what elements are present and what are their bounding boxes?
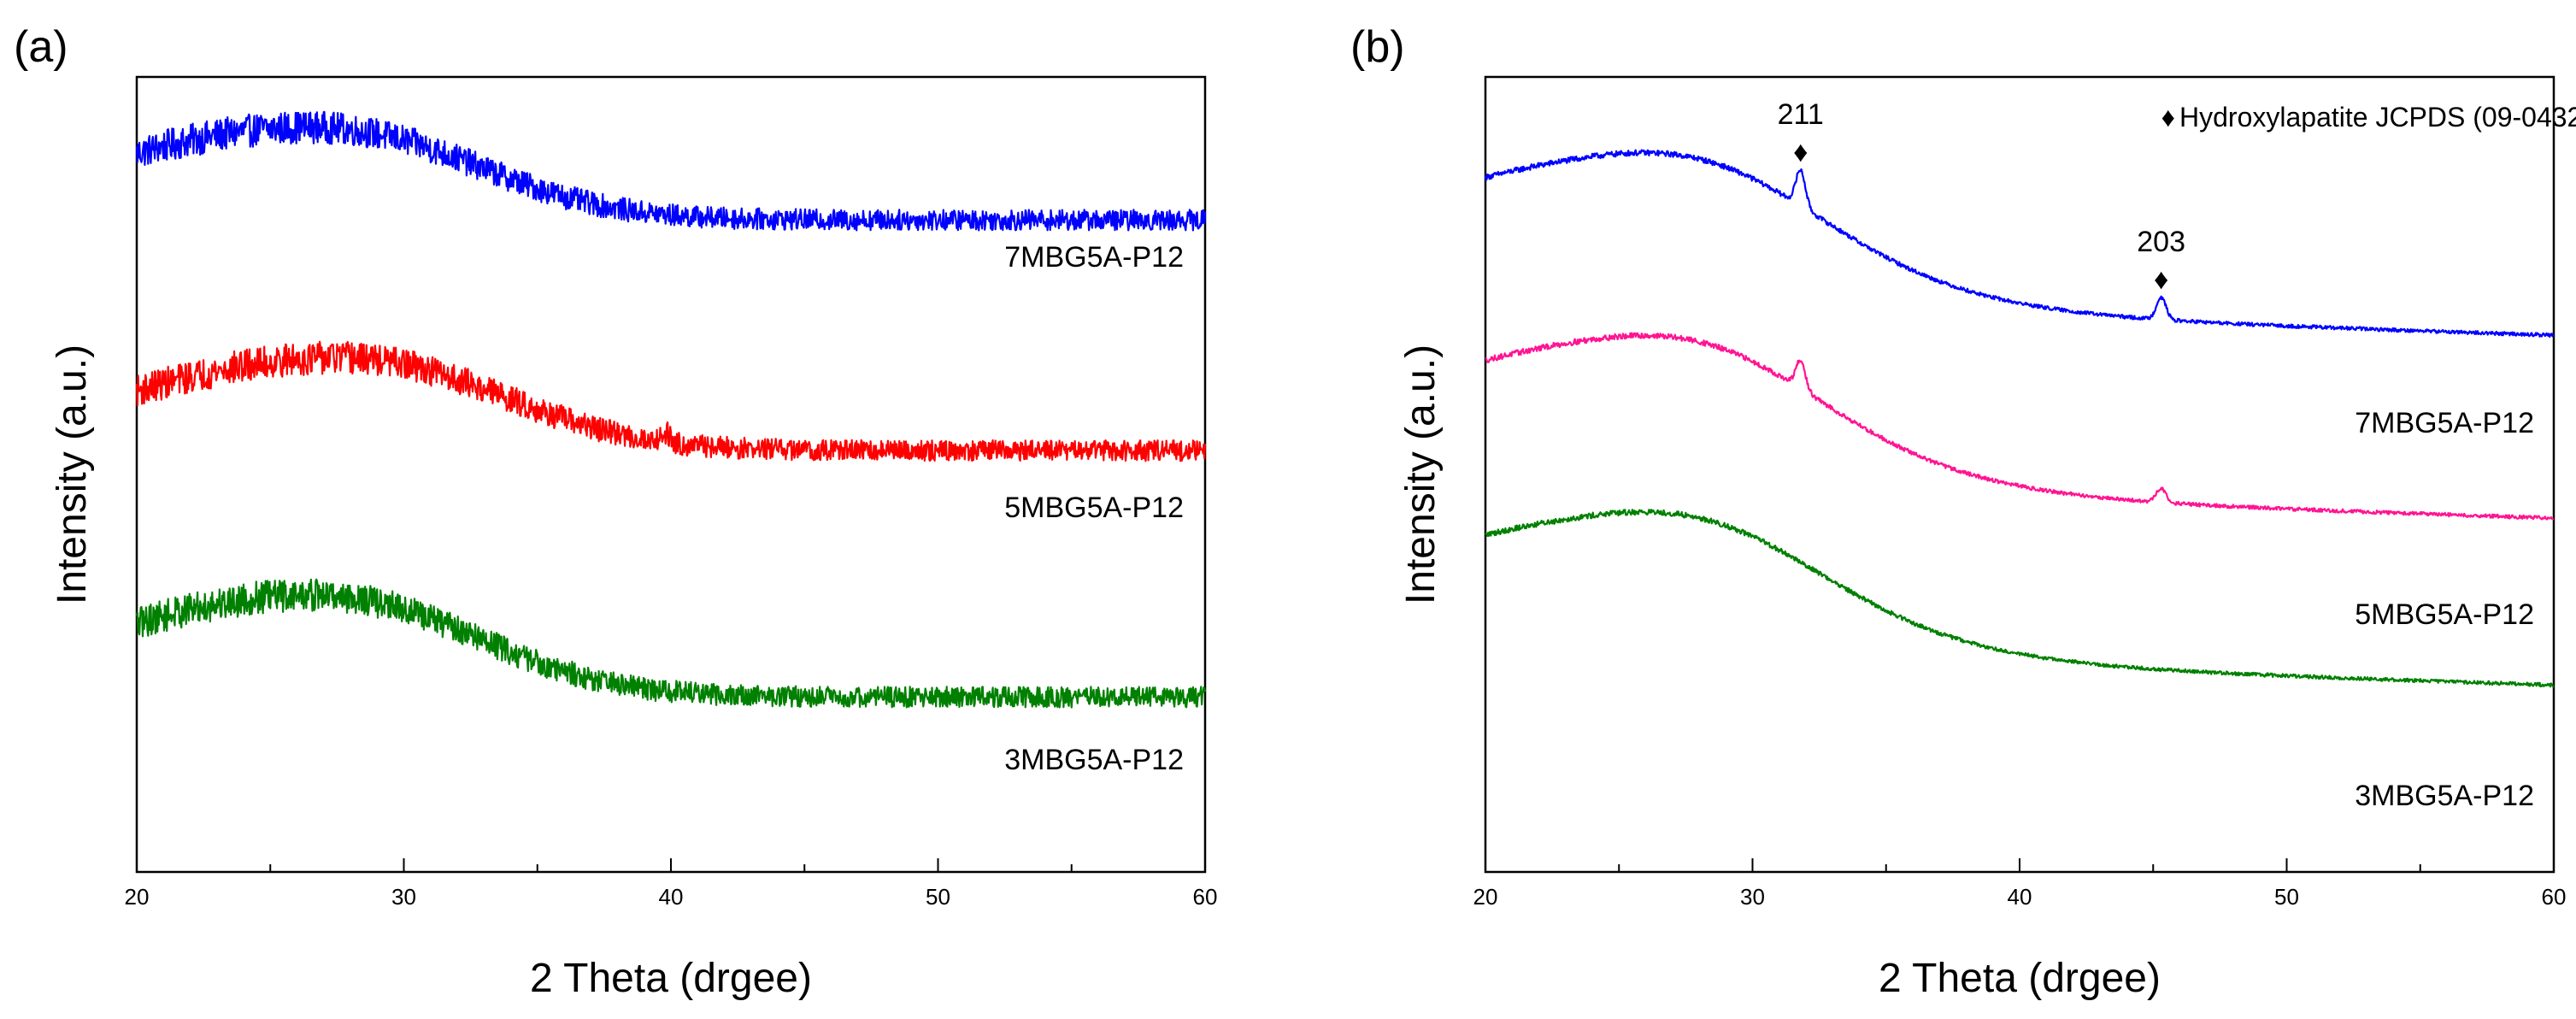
x-tick-label: 20 <box>125 884 150 910</box>
peak-label-211: 211 <box>1778 98 1824 131</box>
x-tick-label: 60 <box>2542 884 2567 910</box>
x-tick-label: 30 <box>1740 884 1765 910</box>
series-trace-7mbg5a-p12 <box>1484 149 2555 339</box>
panel-b-peak-annotations: ♦ 211 ♦ 203 <box>1778 98 2185 296</box>
series-trace-3mbg5a-p12 <box>135 578 1207 709</box>
panel-a-label: (a) <box>14 22 68 72</box>
panel-a-x-axis-title: 2 Theta (drgee) <box>530 956 812 1001</box>
series-trace-3mbg5a-p12 <box>1485 509 2555 688</box>
series-trace-7mbg5a-p12 <box>135 110 1207 232</box>
panel-a-x-ticks: 20 30 40 50 60 <box>125 858 1218 910</box>
panel-b-series-label-3mbg5a: 3MBG5A-P12 <box>2355 780 2534 812</box>
panel-b-legend-text: Hydroxylapatite JCPDS (09-0432) <box>2179 102 2576 133</box>
panel-a-y-axis-title: Intensity (a.u.) <box>50 345 95 604</box>
panel-b-plot-frame <box>1484 75 2555 874</box>
panel-a-traces <box>135 110 1207 709</box>
panel-b-x-ticks: 20 30 40 50 60 <box>1473 858 2567 910</box>
x-tick-label: 20 <box>1473 884 1498 910</box>
panel-b-series-label-7mbg5a: 7MBG5A-P12 <box>2355 407 2534 439</box>
panel-a-series-label-7mbg5a: 7MBG5A-P12 <box>1004 241 1184 274</box>
x-tick-label: 60 <box>1193 884 1218 910</box>
peak-label-203: 203 <box>2137 226 2185 258</box>
panel-b-x-axis-title: 2 Theta (drgee) <box>1879 956 2161 1001</box>
x-tick-label: 40 <box>2008 884 2032 910</box>
x-tick-label: 30 <box>391 884 416 910</box>
x-tick-label: 40 <box>659 884 684 910</box>
x-tick-label: 50 <box>2274 884 2299 910</box>
panel-b-series-label-5mbg5a: 5MBG5A-P12 <box>2355 598 2534 631</box>
panel-b-label: (b) <box>1350 22 1405 72</box>
panel-b-legend-marker: ♦ <box>2161 102 2175 133</box>
panel-a-series-label-5mbg5a: 5MBG5A-P12 <box>1004 492 1184 524</box>
panel-a: (a) 20 30 40 50 60 7MBG5A-P12 5MBG5A-P12 3MB… <box>14 22 1217 1001</box>
series-trace-5mbg5a-p12 <box>1485 332 2555 521</box>
panel-b-y-axis-title: Intensity (a.u.) <box>1398 345 1444 604</box>
series-trace-5mbg5a-p12 <box>135 340 1207 462</box>
peak-marker-211: ♦ <box>1793 136 1808 168</box>
panel-b-legend: ♦ Hydroxylapatite JCPDS (09-0432) <box>2161 102 2576 133</box>
peak-marker-203: ♦ <box>2154 263 2168 296</box>
panel-a-series-label-3mbg5a: 3MBG5A-P12 <box>1004 744 1184 776</box>
panel-b: (b) 20 30 40 50 60 ♦ Hydroxylapatite JCPDS (… <box>1350 22 2576 1001</box>
panel-b-traces <box>1484 149 2555 688</box>
x-tick-label: 50 <box>926 884 950 910</box>
